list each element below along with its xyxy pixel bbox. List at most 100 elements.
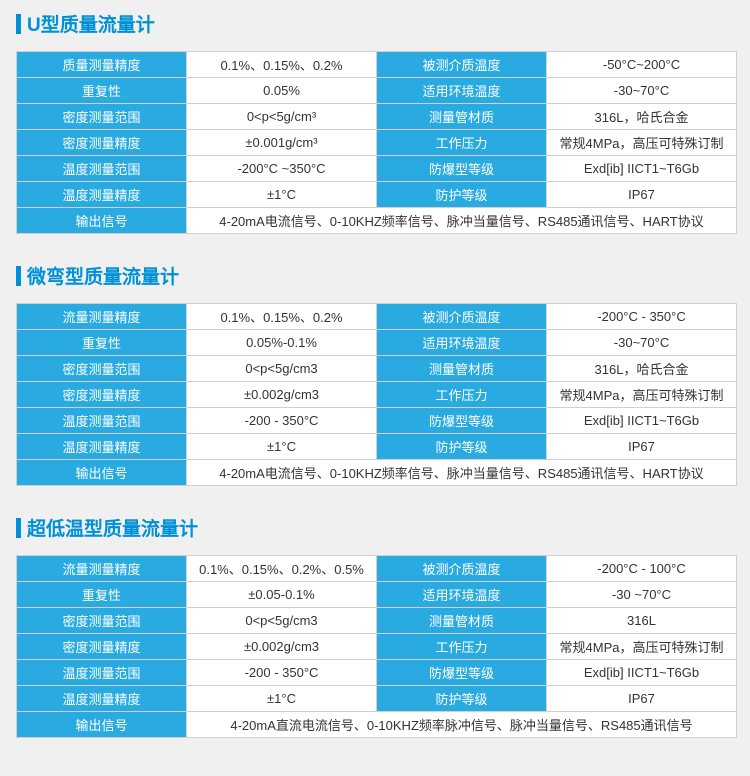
spec-value-cell: 0.05% [187,78,377,104]
spec-label-cell: 重复性 [17,78,187,104]
spec-table: 流量测量精度0.1%、0.15%、0.2%被测介质温度-200°C - 350°… [16,303,737,486]
table-row: 重复性0.05%-0.1%适用环境温度-30~70°C [17,330,737,356]
spec-value-cell: -200°C - 350°C [547,304,737,330]
section-title-text: U型质量流量计 [27,10,155,37]
spec-value-cell: 0<p<5g/cm³ [187,104,377,130]
spec-label-cell: 测量管材质 [377,608,547,634]
section-title: U型质量流量计 [16,10,734,37]
table-row: 密度测量精度±0.002g/cm3工作压力常规4MPa，高压可特殊订制 [17,382,737,408]
spec-value-cell: 0.05%-0.1% [187,330,377,356]
spec-label-cell: 防爆型等级 [377,660,547,686]
spec-label-cell: 流量测量精度 [17,556,187,582]
spec-label-cell: 防爆型等级 [377,156,547,182]
spec-value-cell: 316L，哈氏合金 [547,356,737,382]
spec-label-cell: 防护等级 [377,686,547,712]
spec-label-cell: 测量管材质 [377,356,547,382]
spec-label-cell: 被测介质温度 [377,556,547,582]
spec-value-cell: Exd[ib] IICT1~T6Gb [547,408,737,434]
spec-value-cell: 0.1%、0.15%、0.2%、0.5% [187,556,377,582]
table-row: 温度测量精度±1°C防护等级IP67 [17,434,737,460]
spec-section: U型质量流量计质量测量精度0.1%、0.15%、0.2%被测介质温度-50°C~… [16,10,734,234]
spec-value-cell: 常规4MPa，高压可特殊订制 [547,130,737,156]
spec-value-cell: IP67 [547,434,737,460]
spec-table: 流量测量精度0.1%、0.15%、0.2%、0.5%被测介质温度-200°C -… [16,555,737,738]
spec-value-cell: 0.1%、0.15%、0.2% [187,304,377,330]
spec-label-cell: 密度测量精度 [17,130,187,156]
spec-value-cell: ±1°C [187,434,377,460]
spec-value-cell: 4-20mA电流信号、0-10KHZ频率信号、脉冲当量信号、RS485通讯信号、… [187,208,737,234]
spec-label-cell: 被测介质温度 [377,52,547,78]
spec-label-cell: 适用环境温度 [377,582,547,608]
spec-label-cell: 温度测量范围 [17,660,187,686]
spec-label-cell: 适用环境温度 [377,330,547,356]
spec-label-cell: 质量测量精度 [17,52,187,78]
spec-label-cell: 工作压力 [377,130,547,156]
spec-label-cell: 重复性 [17,582,187,608]
spec-value-cell: -200 - 350°C [187,408,377,434]
section-title-text: 超低温型质量流量计 [27,514,198,541]
spec-label-cell: 工作压力 [377,634,547,660]
table-row: 流量测量精度0.1%、0.15%、0.2%、0.5%被测介质温度-200°C -… [17,556,737,582]
spec-section: 微弯型质量流量计流量测量精度0.1%、0.15%、0.2%被测介质温度-200°… [16,262,734,486]
spec-value-cell: 0.1%、0.15%、0.2% [187,52,377,78]
spec-label-cell: 温度测量精度 [17,182,187,208]
spec-value-cell: IP67 [547,686,737,712]
spec-value-cell: ±0.001g/cm³ [187,130,377,156]
table-row: 密度测量范围0<p<5g/cm3测量管材质316L [17,608,737,634]
spec-label-cell: 温度测量精度 [17,686,187,712]
spec-label-cell: 防爆型等级 [377,408,547,434]
table-row: 温度测量范围-200°C ~350°C防爆型等级Exd[ib] IICT1~T6… [17,156,737,182]
spec-label-cell: 输出信号 [17,208,187,234]
table-row: 输出信号4-20mA直流电流信号、0-10KHZ频率脉冲信号、脉冲当量信号、RS… [17,712,737,738]
spec-label-cell: 流量测量精度 [17,304,187,330]
spec-value-cell: 4-20mA电流信号、0-10KHZ频率信号、脉冲当量信号、RS485通讯信号、… [187,460,737,486]
spec-value-cell: -30~70°C [547,78,737,104]
spec-label-cell: 密度测量范围 [17,104,187,130]
table-row: 温度测量精度±1°C防护等级IP67 [17,686,737,712]
spec-value-cell: ±0.002g/cm3 [187,634,377,660]
spec-label-cell: 输出信号 [17,712,187,738]
spec-value-cell: 0<p<5g/cm3 [187,608,377,634]
table-row: 密度测量范围0<p<5g/cm3测量管材质316L，哈氏合金 [17,356,737,382]
spec-label-cell: 重复性 [17,330,187,356]
spec-label-cell: 适用环境温度 [377,78,547,104]
title-bar-icon [16,14,21,34]
spec-label-cell: 测量管材质 [377,104,547,130]
spec-label-cell: 温度测量精度 [17,434,187,460]
table-row: 密度测量精度±0.001g/cm³工作压力常规4MPa，高压可特殊订制 [17,130,737,156]
spec-label-cell: 被测介质温度 [377,304,547,330]
spec-value-cell: Exd[ib] IICT1~T6Gb [547,156,737,182]
table-row: 密度测量范围0<p<5g/cm³测量管材质316L，哈氏合金 [17,104,737,130]
title-bar-icon [16,518,21,538]
spec-value-cell: ±0.05-0.1% [187,582,377,608]
spec-value-cell: -30~70°C [547,330,737,356]
spec-label-cell: 工作压力 [377,382,547,408]
table-row: 流量测量精度0.1%、0.15%、0.2%被测介质温度-200°C - 350°… [17,304,737,330]
spec-label-cell: 温度测量范围 [17,408,187,434]
table-row: 重复性±0.05-0.1%适用环境温度-30 ~70°C [17,582,737,608]
section-title: 超低温型质量流量计 [16,514,734,541]
spec-label-cell: 防护等级 [377,182,547,208]
spec-value-cell: IP67 [547,182,737,208]
spec-label-cell: 密度测量精度 [17,634,187,660]
table-row: 质量测量精度0.1%、0.15%、0.2%被测介质温度-50°C~200°C [17,52,737,78]
spec-label-cell: 密度测量精度 [17,382,187,408]
spec-label-cell: 温度测量范围 [17,156,187,182]
spec-value-cell: 316L，哈氏合金 [547,104,737,130]
spec-value-cell: -200°C ~350°C [187,156,377,182]
table-row: 温度测量范围-200 - 350°C防爆型等级Exd[ib] IICT1~T6G… [17,408,737,434]
spec-value-cell: ±1°C [187,182,377,208]
table-row: 温度测量精度±1°C防护等级IP67 [17,182,737,208]
spec-value-cell: -50°C~200°C [547,52,737,78]
spec-value-cell: -200°C - 100°C [547,556,737,582]
spec-value-cell: 常规4MPa，高压可特殊订制 [547,634,737,660]
spec-table: 质量测量精度0.1%、0.15%、0.2%被测介质温度-50°C~200°C重复… [16,51,737,234]
section-title-text: 微弯型质量流量计 [27,262,179,289]
table-row: 输出信号4-20mA电流信号、0-10KHZ频率信号、脉冲当量信号、RS485通… [17,208,737,234]
section-title: 微弯型质量流量计 [16,262,734,289]
spec-label-cell: 密度测量范围 [17,356,187,382]
spec-value-cell: 常规4MPa，高压可特殊订制 [547,382,737,408]
spec-value-cell: 0<p<5g/cm3 [187,356,377,382]
spec-label-cell: 防护等级 [377,434,547,460]
spec-value-cell: Exd[ib] IICT1~T6Gb [547,660,737,686]
